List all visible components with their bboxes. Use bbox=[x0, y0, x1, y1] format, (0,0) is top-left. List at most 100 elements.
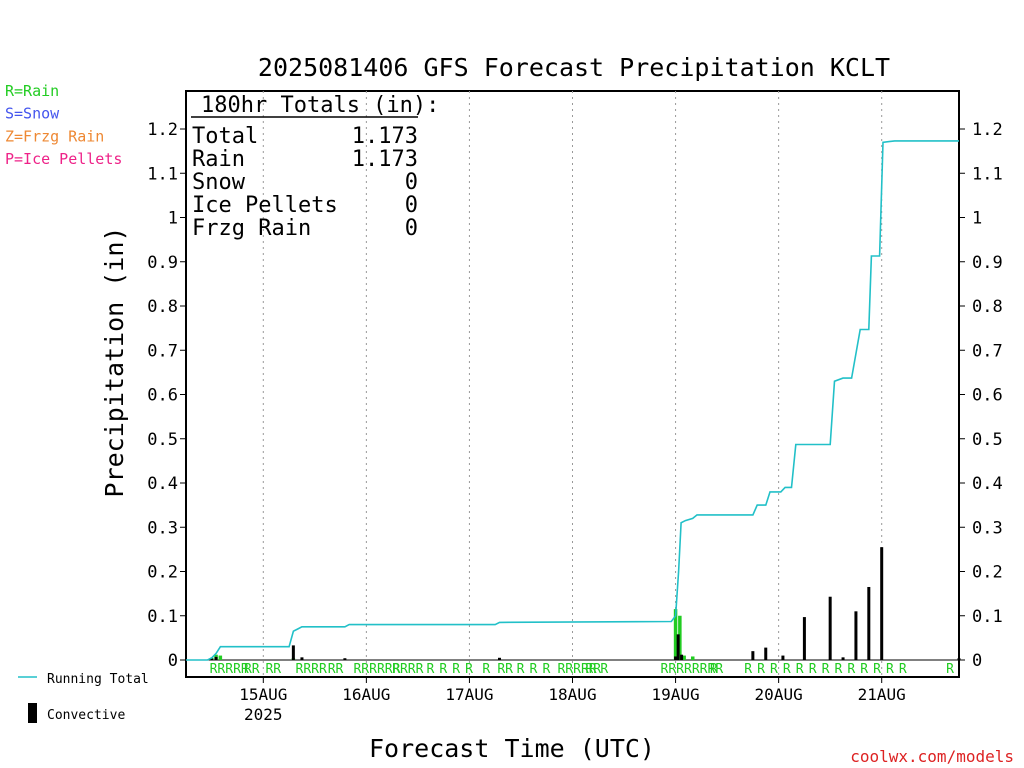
totals-row-value: 0 bbox=[405, 193, 418, 218]
totals-rows: Total 1.173 Rain 1.173 Snow 0 Ice Pellets 0 Frzg… bbox=[192, 124, 418, 241]
bar-rain bbox=[673, 609, 678, 660]
totals-row-label: Frzg Rain bbox=[192, 216, 311, 241]
ptype-marker: R bbox=[465, 662, 473, 677]
y-tick-label-right: 0.5 bbox=[972, 430, 1003, 450]
y-tick-label-left: 0 bbox=[168, 651, 178, 671]
y-axis-label: Precipitation (in) bbox=[100, 227, 129, 498]
totals-row-value: 1.173 bbox=[352, 124, 418, 149]
y-tick-label-left: 0.2 bbox=[147, 563, 178, 583]
running-total-line bbox=[186, 140, 959, 661]
totals-row-value: 0 bbox=[405, 170, 418, 195]
y-tick-label-right: 0.3 bbox=[972, 518, 1003, 538]
ptype-marker: R bbox=[517, 662, 525, 677]
ptype-marker: RR bbox=[244, 662, 260, 677]
ptype-marker: RRRRRRRR bbox=[661, 662, 724, 677]
y-tick-label-right: 0.8 bbox=[972, 297, 1003, 317]
ptype-marker: R bbox=[847, 662, 855, 677]
running-total-legend-label: Running Total bbox=[47, 672, 149, 687]
bar-convective bbox=[802, 617, 806, 660]
convective-legend-swatch bbox=[28, 703, 37, 723]
y-tick-label-right: 0.7 bbox=[972, 341, 1003, 361]
totals-box: 180hr Totals (in): Total 1.173 Rain 1.173 Sn… bbox=[191, 93, 439, 241]
ptype-marker: RRRRRR bbox=[353, 662, 400, 677]
x-tick-label: 18AUG bbox=[548, 685, 596, 704]
bar-convective bbox=[676, 634, 680, 660]
y-tick-label-left: 0.8 bbox=[147, 297, 178, 317]
ptype-marker: R bbox=[744, 662, 752, 677]
y-tick-label-right: 0.9 bbox=[972, 253, 1003, 273]
bar-convective bbox=[841, 657, 845, 660]
y-tick-label-left: 0.4 bbox=[147, 474, 178, 494]
y-tick-label-left: 0.6 bbox=[147, 386, 178, 406]
totals-title: 180hr Totals (in): bbox=[201, 93, 439, 118]
y-tick-label-right: 1.1 bbox=[972, 164, 1003, 184]
x-tick-label: 20AUG bbox=[755, 685, 803, 704]
bar-convective bbox=[300, 657, 304, 660]
totals-row-label: Rain bbox=[192, 147, 245, 172]
bar-convective bbox=[343, 658, 347, 660]
y-tick-label-left: 1.1 bbox=[147, 164, 178, 184]
ptype-marker: R bbox=[873, 662, 881, 677]
ptype-marker: R bbox=[886, 662, 894, 677]
y-tick-label-left: 1.2 bbox=[147, 120, 178, 140]
bar-convective bbox=[214, 656, 218, 660]
totals-row-value: 1.173 bbox=[352, 147, 418, 172]
bar-convective bbox=[680, 654, 684, 660]
ptype-marker: RRRRR bbox=[210, 662, 249, 677]
y-tick-label-left: 0.1 bbox=[147, 607, 178, 627]
y-tick-label-right: 0.4 bbox=[972, 474, 1003, 494]
precip-type-legend-entry: P=Ice Pellets bbox=[5, 150, 122, 168]
y-tick-label-right: 0.1 bbox=[972, 607, 1003, 627]
totals-row-label: Total bbox=[192, 124, 258, 149]
precip-type-legend: R=Rain S=Snow Z=Frzg Rain P=Ice Pellets bbox=[5, 82, 122, 168]
y-tick-label-right: 1 bbox=[972, 209, 982, 229]
precip-type-legend-entry: S=Snow bbox=[5, 105, 60, 123]
y-tick-label-right: 0.6 bbox=[972, 386, 1003, 406]
bar-convective bbox=[828, 596, 832, 660]
ptype-marker: R bbox=[822, 662, 830, 677]
y-tick-label-left: 0.3 bbox=[147, 518, 178, 538]
ptype-marker: R bbox=[946, 662, 954, 677]
ptype-marker: R bbox=[809, 662, 817, 677]
x-tick-sublabel: 2025 bbox=[244, 705, 283, 724]
x-axis-label: Forecast Time (UTC) bbox=[369, 734, 655, 763]
ptype-marker: R bbox=[600, 662, 608, 677]
ptype-marker: RR bbox=[585, 662, 601, 677]
ptype-marker: R bbox=[710, 662, 718, 677]
convective-legend-label: Convective bbox=[47, 708, 125, 723]
ptype-marker: RRRRR bbox=[557, 662, 596, 677]
chart-title: 2025081406 GFS Forecast Precipitation KC… bbox=[258, 53, 890, 82]
x-tick-label: 17AUG bbox=[445, 685, 493, 704]
bar-convective bbox=[781, 655, 785, 660]
bar-convective bbox=[764, 647, 768, 660]
ptype-marker: R bbox=[770, 662, 778, 677]
y-tick-label-right: 1.2 bbox=[972, 120, 1003, 140]
ptype-marker: RR bbox=[497, 662, 513, 677]
x-tick-label: 19AUG bbox=[651, 685, 699, 704]
precip-bars bbox=[210, 547, 961, 660]
ptype-marker: R bbox=[860, 662, 868, 677]
ptype-marker: R bbox=[796, 662, 804, 677]
bar-convective bbox=[854, 611, 858, 660]
bar-rain bbox=[218, 655, 223, 660]
y-tick-label-right: 0.2 bbox=[972, 563, 1003, 583]
y-axis-left: 0 0.1 0.2 0.3 0.4 0.5 0.6 0.7 0.8 0.9 1 1.1 1.2 bbox=[147, 120, 186, 671]
series-legend: Running Total Convective bbox=[18, 672, 149, 723]
ptype-marker: RR bbox=[265, 662, 281, 677]
y-tick-label-left: 1 bbox=[168, 209, 178, 229]
totals-row-label: Ice Pellets bbox=[192, 193, 338, 218]
y-axis-right: 0 0.1 0.2 0.3 0.4 0.5 0.6 0.7 0.8 0.9 1 1.1 1.2 bbox=[959, 120, 1003, 671]
bar-convective bbox=[867, 586, 871, 660]
ptype-marker: R bbox=[542, 662, 550, 677]
ptype-marker: R bbox=[426, 662, 434, 677]
bar-rain bbox=[678, 615, 682, 660]
y-tick-label-right: 0 bbox=[972, 651, 982, 671]
x-tick-label: 15AUG bbox=[239, 685, 287, 704]
x-tick-label: 21AUG bbox=[858, 685, 906, 704]
bar-convective bbox=[497, 657, 501, 660]
bar-convective bbox=[210, 658, 214, 660]
